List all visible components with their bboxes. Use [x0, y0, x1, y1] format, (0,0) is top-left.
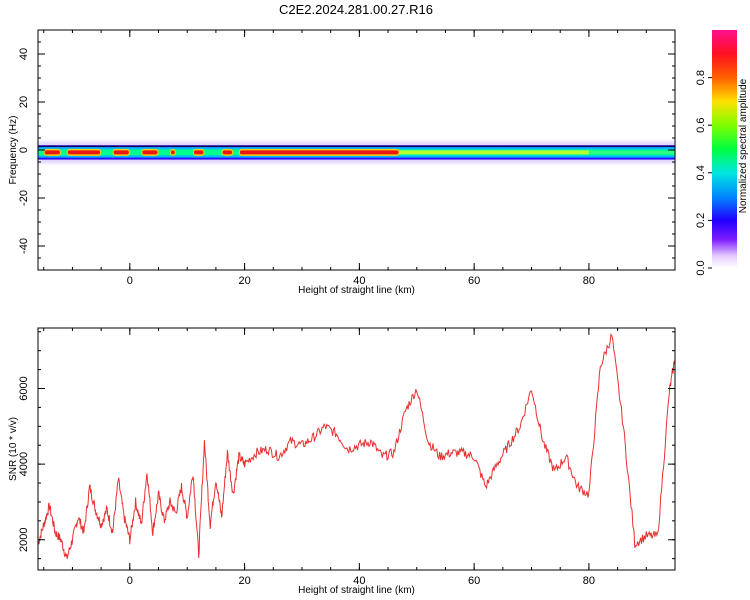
spectrogram-y-axis-label: Frequency (Hz) — [8, 116, 19, 185]
x-tick-label: 0 — [127, 275, 133, 287]
band-strong-segment — [222, 150, 233, 155]
snr-x-axis-label: Height of straight line (km) — [298, 585, 415, 596]
band-strong-segment — [239, 150, 399, 155]
snr-panel: 0 20 40 60 80 2000 4000 6000 Height of straigh… — [8, 327, 676, 596]
snr-series-line — [37, 333, 676, 559]
x-tick-label: 60 — [468, 275, 480, 287]
spectral-band — [38, 141, 675, 164]
colorbar-tick-label: 0.8 — [695, 70, 707, 85]
y-tick-label: 4000 — [18, 452, 30, 476]
x-tick-label: 60 — [468, 575, 480, 587]
spectrogram-panel: 0 20 40 60 80 -40 -20 0 20 40 Height of straight… — [8, 29, 676, 296]
y-tick-label: -20 — [18, 190, 30, 206]
y-tick-label: 6000 — [18, 376, 30, 400]
band-fading-segment — [588, 150, 675, 154]
x-tick-label: 20 — [238, 275, 250, 287]
band-strong-segment — [67, 150, 101, 155]
y-tick-label: 2000 — [18, 528, 30, 552]
y-tick-label: 0 — [18, 147, 30, 153]
x-tick-label: 0 — [127, 575, 133, 587]
x-tick-label: 40 — [353, 575, 365, 587]
colorbar-tick-label: 0.0 — [695, 260, 707, 275]
band-medium-segment — [502, 150, 589, 155]
x-tick-label: 80 — [583, 275, 595, 287]
colorbar-tick-label: 0.6 — [695, 118, 707, 133]
snr-x-ticks: 0 20 40 60 80 — [43, 328, 676, 587]
y-tick-label: -40 — [18, 238, 30, 254]
x-tick-label: 20 — [238, 575, 250, 587]
x-tick-label: 40 — [353, 275, 365, 287]
spectrogram-plot-frame — [37, 29, 676, 271]
band-strong-segment — [170, 150, 175, 155]
snr-y-axis-label: SNR (10 * v/v) — [8, 417, 19, 481]
colorbar-gradient — [712, 30, 737, 268]
colorbar-tick-label: 0.2 — [695, 213, 707, 228]
band-strong-segment — [44, 150, 60, 155]
spectrogram-x-ticks: 0 20 40 60 80 — [43, 30, 676, 287]
y-tick-label: 40 — [18, 48, 30, 60]
spectrogram-x-axis-label: Height of straight line (km) — [298, 285, 415, 296]
colorbar-tick-label: 0.4 — [695, 165, 707, 180]
colorbar-label: Normalized spectral amplitude — [738, 78, 749, 213]
y-tick-label: 20 — [18, 96, 30, 108]
band-strong-segment — [113, 150, 129, 155]
x-tick-label: 80 — [583, 575, 595, 587]
band-medium-segment — [399, 150, 503, 155]
colorbar: 0.0 0.2 0.4 0.6 0.8 Normalized spectral ampl… — [695, 30, 749, 276]
band-strong-segment — [142, 150, 158, 155]
snr-plot-frame — [37, 327, 676, 571]
snr-y-ticks: 2000 4000 6000 — [18, 331, 675, 560]
figure-title: C2E2.2024.281.00.27.R16 — [279, 2, 433, 17]
band-strong-segment — [193, 150, 204, 155]
colorbar-ticks: 0.0 0.2 0.4 0.6 0.8 — [695, 70, 712, 276]
